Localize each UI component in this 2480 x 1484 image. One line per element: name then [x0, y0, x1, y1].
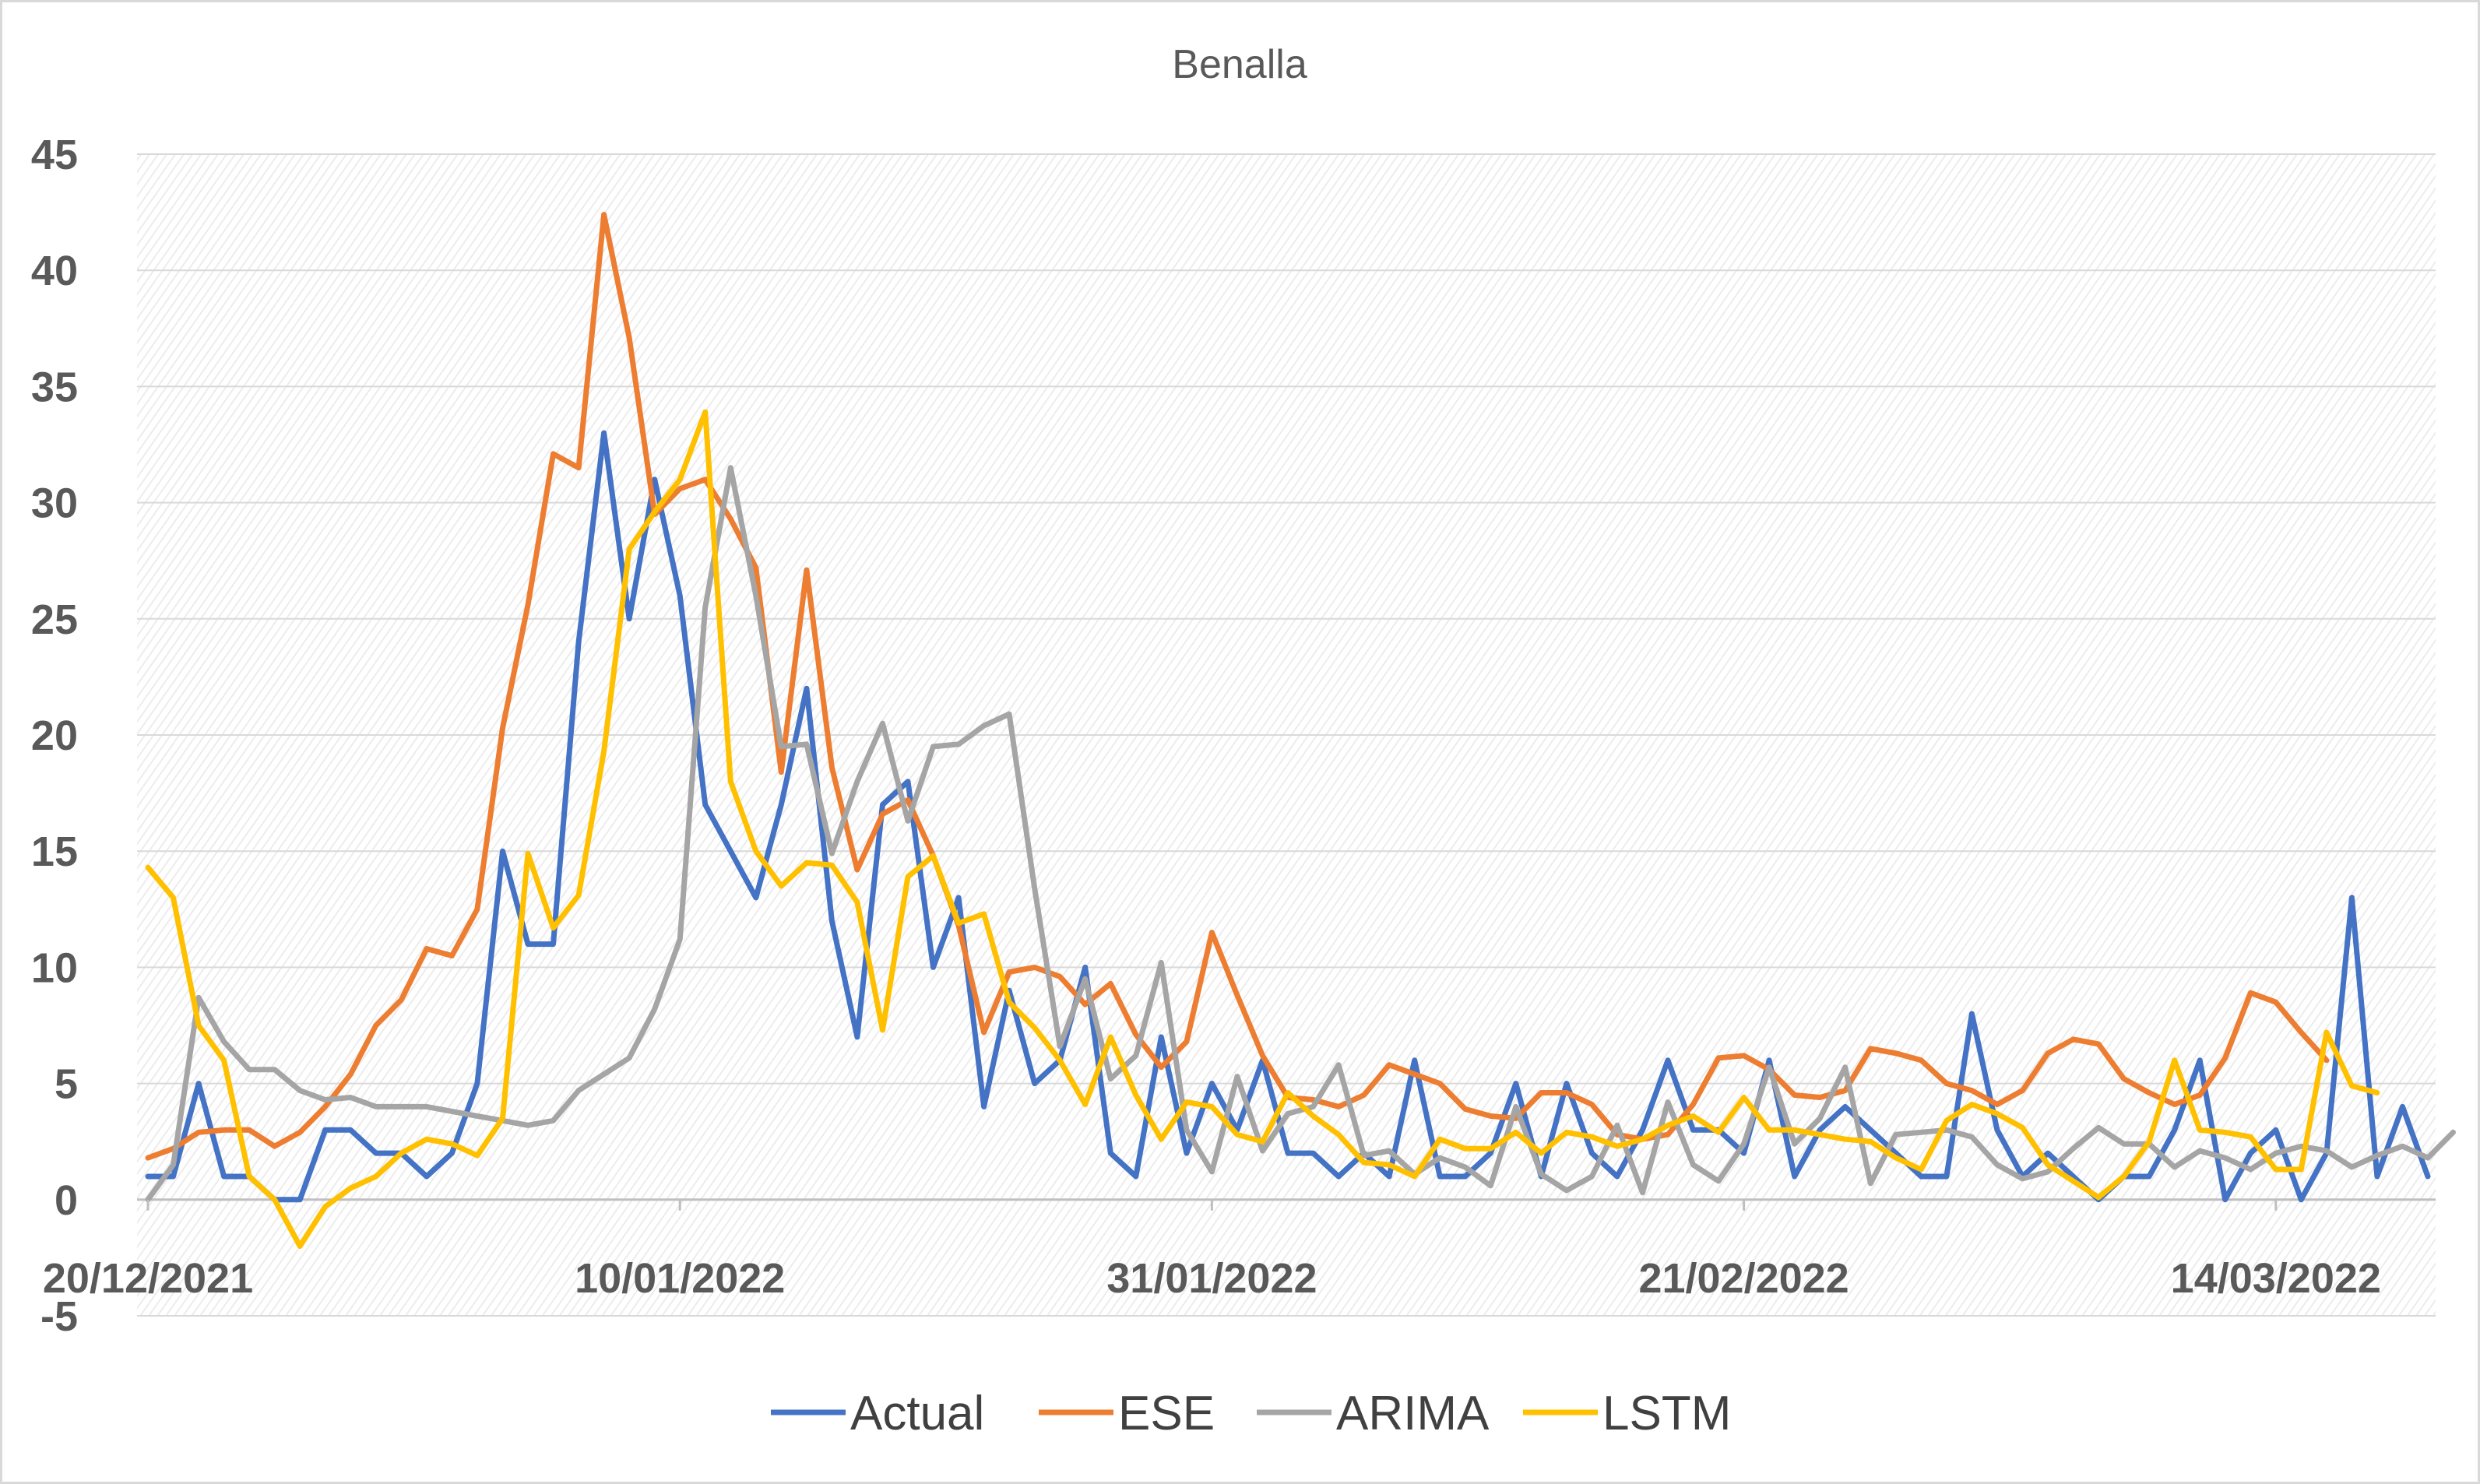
- series-line-lstm: [145, 409, 2380, 1249]
- x-tick-label: 20/12/2021: [43, 1255, 253, 1302]
- x-tick-label: 31/01/2022: [1106, 1255, 1317, 1302]
- y-tick-label: 30: [31, 480, 78, 527]
- y-tick-label: 20: [31, 712, 78, 759]
- gridlines: [137, 153, 2436, 1317]
- legend-label: ARIMA: [1336, 1387, 1490, 1440]
- y-tick-label: 25: [31, 596, 78, 643]
- legend-label: Actual: [850, 1387, 984, 1440]
- legend-label: LSTM: [1602, 1387, 1731, 1440]
- chart-title: Benalla: [1172, 42, 1307, 87]
- legend-label: ESE: [1118, 1387, 1215, 1440]
- y-tick-label: -5: [40, 1293, 78, 1340]
- x-tick-label: 21/02/2022: [1638, 1255, 1849, 1302]
- series-line-arima: [145, 465, 2456, 1203]
- y-tick-label: 10: [31, 944, 78, 991]
- x-tick-label: 10/01/2022: [575, 1255, 785, 1302]
- x-axis-tick-labels: 20/12/2021 10/01/2022 31/01/2022 21/02/2022…: [43, 1199, 2381, 1302]
- y-tick-label: 15: [31, 828, 78, 875]
- series-lines: [145, 212, 2456, 1249]
- y-tick-label: 40: [31, 248, 78, 294]
- y-tick-label: 45: [31, 132, 78, 178]
- series-line-actual: [145, 430, 2431, 1203]
- y-tick-label: 0: [55, 1177, 78, 1224]
- legend: Actual ESE ARIMA LSTM: [771, 1387, 1731, 1440]
- y-axis-tick-labels: -5 0 5 10 15 20 25 30 35 40 45: [31, 132, 78, 1340]
- x-tick-label: 14/03/2022: [2171, 1255, 2381, 1302]
- y-tick-label: 5: [55, 1061, 78, 1108]
- y-tick-label: 35: [31, 364, 78, 410]
- series-line-ese: [145, 212, 2330, 1161]
